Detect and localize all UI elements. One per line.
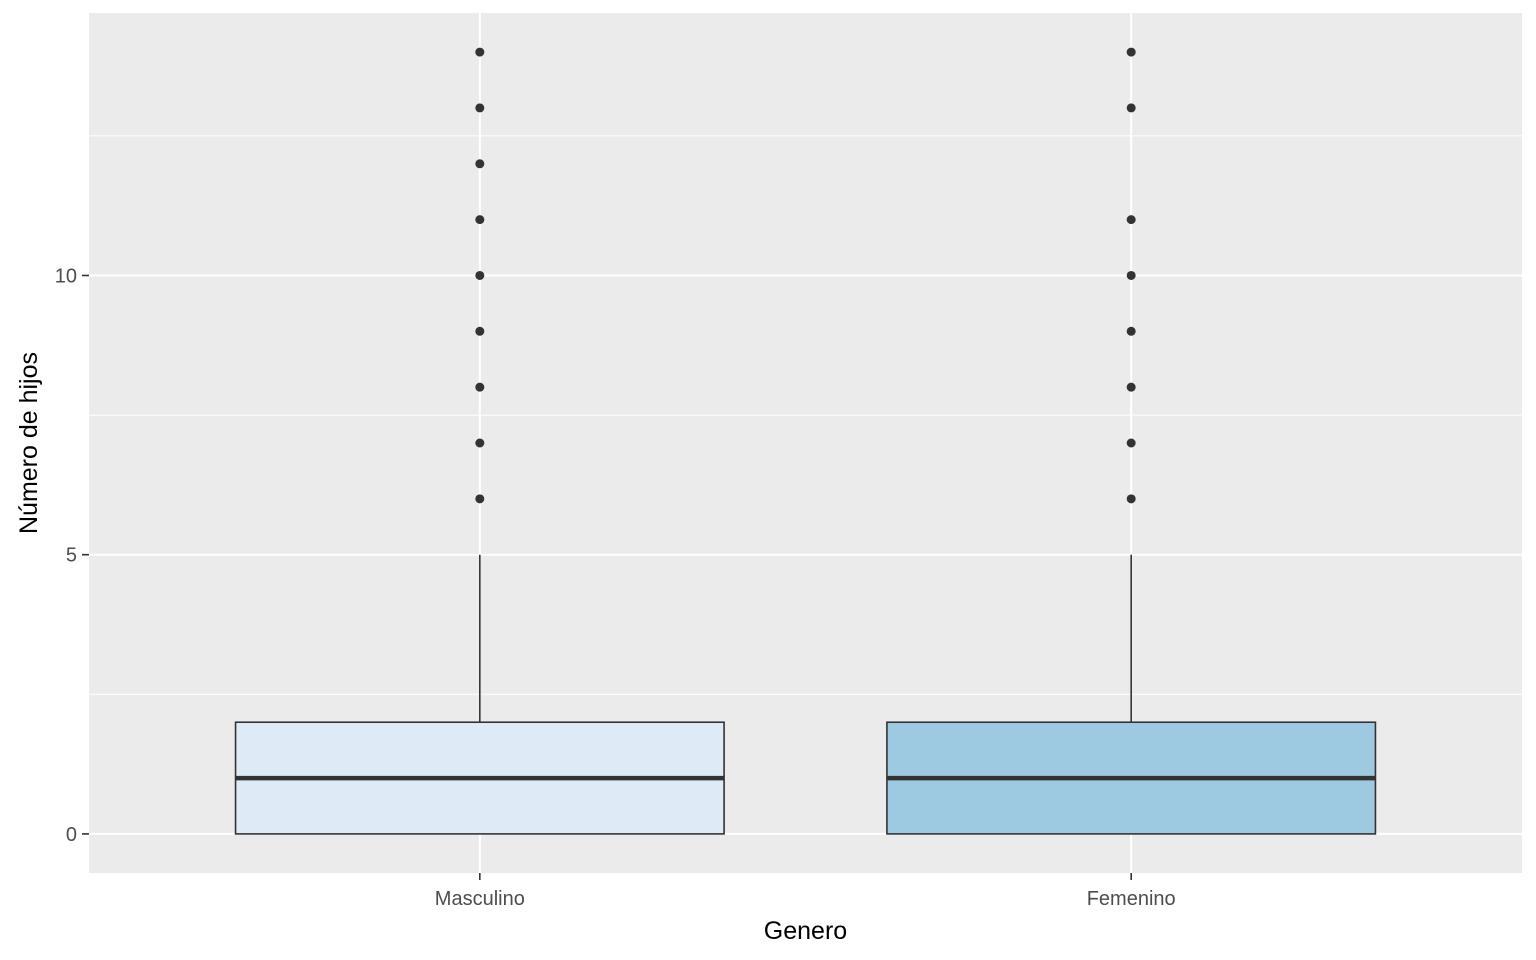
outliers (475, 47, 1136, 504)
y-tick-label: 10 (55, 265, 77, 287)
outlier-point (475, 159, 485, 169)
outlier-point (475, 270, 485, 280)
outlier-point (475, 326, 485, 336)
y-tick-label: 5 (66, 545, 77, 567)
outlier-point (1126, 326, 1136, 336)
outlier-point (1126, 382, 1136, 392)
x-tick-label: Masculino (435, 888, 525, 910)
x-tick-label: Femenino (1087, 888, 1176, 910)
outlier-point (1126, 215, 1136, 225)
outlier-point (1126, 103, 1136, 113)
minor-grid (89, 135, 1522, 695)
outlier-point (475, 382, 485, 392)
y-axis-title: Número de hijos (15, 352, 43, 534)
y-axis: 0 5 10 (55, 265, 89, 846)
outlier-point (1126, 494, 1136, 504)
x-axis: Masculino Femenino (435, 873, 1176, 910)
box-masculino (234, 554, 725, 835)
outlier-point (1126, 270, 1136, 280)
box-femenino (886, 554, 1377, 835)
outlier-point (1126, 47, 1136, 57)
outlier-point (475, 47, 485, 57)
outlier-point (475, 494, 485, 504)
outlier-point (475, 215, 485, 225)
outlier-point (1126, 438, 1136, 448)
y-tick-label: 0 (66, 824, 77, 846)
outlier-point (475, 438, 485, 448)
x-axis-title: Genero (764, 917, 847, 945)
boxes (234, 554, 1377, 835)
outlier-point (475, 103, 485, 113)
